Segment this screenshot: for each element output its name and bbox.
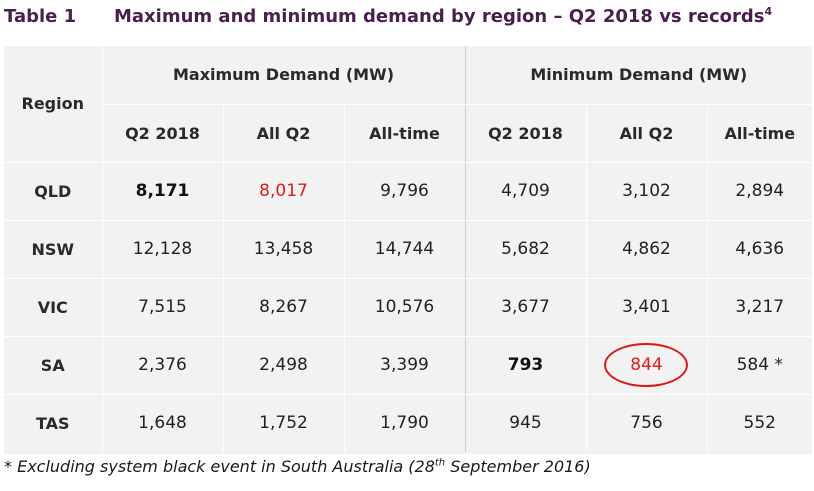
cell: 584 *	[706, 336, 813, 395]
header-min-demand: Minimum Demand (MW)	[464, 46, 813, 105]
cell: 3,102	[585, 162, 707, 221]
table-row: NSW 12,128 13,458 14,744 5,682 4,862 4,6…	[4, 220, 813, 279]
cell: 2,376	[101, 336, 223, 395]
row-region: QLD	[4, 162, 102, 221]
cell: 3,217	[706, 278, 813, 337]
cell: 5,682	[464, 220, 586, 279]
table-title: Table 1 Maximum and minimum demand by reg…	[4, 4, 810, 34]
cell: 9,796	[343, 162, 465, 221]
demand-table: Region Maximum Demand (MW) Minimum Deman…	[4, 46, 813, 454]
cell: 1,648	[101, 394, 223, 452]
cell: 4,636	[706, 220, 813, 279]
table-number: Table 1	[4, 6, 77, 27]
table-row: SA 2,376 2,498 3,399 793 844 584 *	[4, 336, 813, 395]
table-row: QLD 8,171 8,017 9,796 4,709 3,102 2,894	[4, 162, 813, 221]
circled-value: 844	[604, 343, 689, 387]
cell: 13,458	[222, 220, 344, 279]
table-row: TAS 1,648 1,752 1,790 945 756 552	[4, 394, 813, 452]
cell: 8,267	[222, 278, 344, 337]
cell: 1,790	[343, 394, 465, 452]
cell: 2,894	[706, 162, 813, 221]
cell: 945	[464, 394, 586, 452]
header-col: All-time	[343, 104, 465, 163]
cell: 3,399	[343, 336, 465, 395]
header-col: All Q2	[222, 104, 344, 163]
cell-circled: 844	[585, 336, 707, 395]
header-col: Q2 2018	[101, 104, 223, 163]
cell: 4,709	[464, 162, 586, 221]
header-col: All-time	[706, 104, 813, 163]
row-region: SA	[4, 336, 102, 395]
cell: 3,677	[464, 278, 586, 337]
cell: 8,171	[101, 162, 223, 221]
cell: 2,498	[222, 336, 344, 395]
cell: 793	[464, 336, 586, 395]
table-title-text: Maximum and minimum demand by region – Q…	[114, 6, 765, 27]
footnote-sup: th	[434, 457, 446, 469]
demand-table-grid: Region Maximum Demand (MW) Minimum Deman…	[4, 46, 813, 452]
cell: 12,128	[101, 220, 223, 279]
cell: 552	[706, 394, 813, 452]
cell: 4,862	[585, 220, 707, 279]
cell: 14,744	[343, 220, 465, 279]
header-row-groups: Region Maximum Demand (MW) Minimum Deman…	[4, 46, 813, 163]
footnote-text-post: September 2016)	[445, 457, 591, 476]
row-region: VIC	[4, 278, 102, 337]
highlight-circle	[604, 343, 689, 387]
table-footnote: * Excluding system black event in South …	[4, 457, 591, 476]
cell: 1,752	[222, 394, 344, 452]
header-col: All Q2	[585, 104, 707, 163]
row-region: NSW	[4, 220, 102, 279]
header-max-demand: Maximum Demand (MW)	[101, 46, 465, 105]
table-row: VIC 7,515 8,267 10,576 3,677 3,401 3,217	[4, 278, 813, 337]
footnote-text-pre: * Excluding system black event in South …	[4, 457, 435, 476]
cell: 8,017	[222, 162, 344, 221]
cell: 7,515	[101, 278, 223, 337]
cell: 10,576	[343, 278, 465, 337]
cell: 3,401	[585, 278, 707, 337]
header-row-cols: Q2 2018 All Q2 All-time Q2 2018 All Q2 A…	[4, 104, 813, 163]
header-col: Q2 2018	[464, 104, 586, 163]
title-footnote-ref: 4	[764, 5, 773, 18]
header-region: Region	[4, 46, 102, 163]
cell: 756	[585, 394, 707, 452]
row-region: TAS	[35, 413, 70, 433]
